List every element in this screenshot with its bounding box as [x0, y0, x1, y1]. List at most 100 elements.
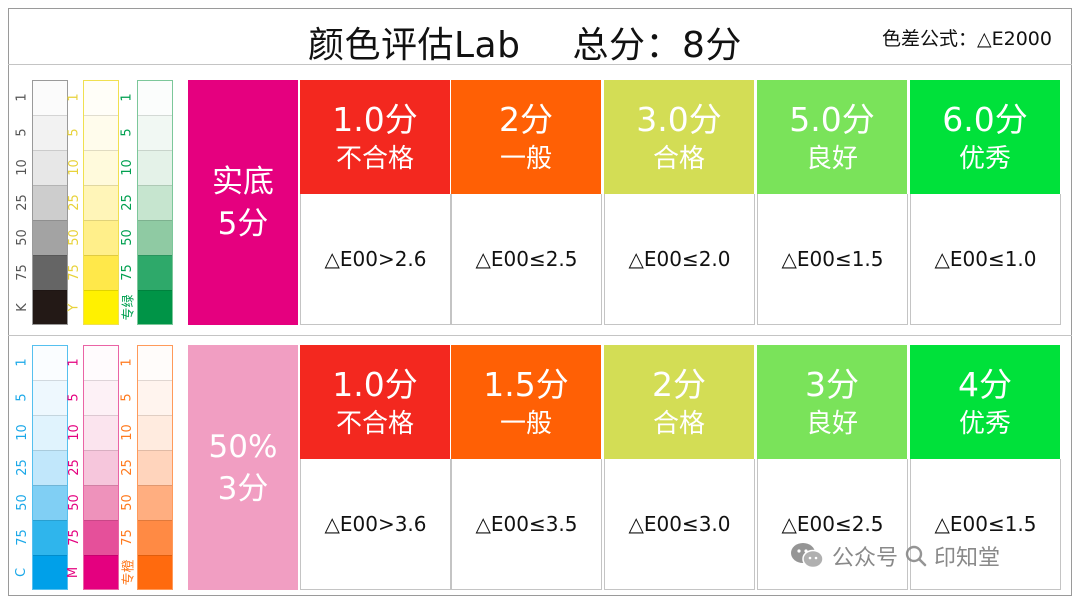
grade-level: 不合格	[335, 144, 414, 174]
grade-cell: 6.0分 优秀	[910, 80, 1061, 194]
swatch-label: 5	[64, 115, 84, 150]
swatch-label-text: 10	[119, 159, 135, 176]
section-label-text: 5分	[217, 205, 269, 242]
criterion-cell: △E00≤1.5	[910, 459, 1061, 590]
swatch-label-text: K	[14, 303, 30, 312]
swatch-label: 50	[64, 220, 84, 255]
swatch-label-text: Y	[66, 303, 82, 312]
swatch-label: 1	[64, 80, 84, 115]
swatch-label-text: 5	[119, 128, 135, 137]
swatch-label-text: 75	[66, 264, 82, 281]
swatch-label-text: 1	[119, 358, 135, 367]
swatch-label: 专绿	[117, 290, 137, 325]
swatch-label: 5	[117, 115, 137, 150]
swatch-patch	[137, 520, 173, 555]
section-divider	[8, 335, 1072, 336]
swatch-patch	[137, 345, 173, 380]
swatch-patch	[137, 380, 173, 415]
swatch-label: 50	[117, 485, 137, 520]
swatch-patch	[83, 290, 119, 325]
swatch-label: 5	[117, 380, 137, 415]
swatch-label: 10	[12, 415, 32, 450]
grade-cell: 3分良好	[757, 345, 908, 459]
swatch-patch	[32, 290, 68, 325]
swatch-label: 1	[117, 80, 137, 115]
grade-level: 不合格	[335, 409, 414, 439]
swatch-label-text: 50	[119, 494, 135, 511]
swatch-patch	[32, 520, 68, 555]
swatch-patch	[32, 220, 68, 255]
grade-score: 1.5分	[483, 365, 569, 404]
swatch-label: 1	[64, 345, 84, 380]
swatch-label: M	[64, 555, 84, 590]
swatch-label-text: 75	[14, 529, 30, 546]
swatch-label: 专橙	[117, 555, 137, 590]
watermark-name: 印知堂	[934, 546, 1001, 571]
swatch-label: 25	[64, 450, 84, 485]
swatch-label: 1	[117, 345, 137, 380]
swatch-label: 75	[117, 255, 137, 290]
grade-score: 3分	[805, 365, 859, 404]
swatch-label: 25	[12, 450, 32, 485]
header-divider	[8, 64, 1072, 65]
swatch-strip	[32, 80, 68, 325]
swatch-labels: 1 5 10 25 50 75 M	[64, 345, 84, 590]
swatch-patch	[137, 415, 173, 450]
swatch-patch	[137, 450, 173, 485]
swatch-label: Y	[64, 290, 84, 325]
swatch-label: 5	[12, 115, 32, 150]
swatch-label: 1	[12, 345, 32, 380]
grade-cell: 1.0分 不合格	[300, 345, 451, 459]
swatch-label: 25	[117, 185, 137, 220]
section-label: 50% 3分	[188, 345, 298, 590]
swatch-strip	[32, 345, 68, 590]
criterion-cell: △E00>3.6	[300, 459, 451, 590]
grade-level: 优秀	[958, 409, 1011, 439]
swatch-label: 75	[64, 520, 84, 555]
formula-note: 色差公式：△E2000	[882, 28, 1052, 50]
grade-level: 优秀	[958, 144, 1011, 174]
swatch-label: 50	[117, 220, 137, 255]
swatch-patch	[83, 380, 119, 415]
swatch-label-text: C	[14, 567, 30, 578]
swatch-label-text: 专橙	[121, 559, 137, 586]
swatch-patch	[83, 555, 119, 590]
swatch-label: 10	[117, 150, 137, 185]
swatch-label-text: 10	[119, 424, 135, 441]
swatch-labels: 1 5 10 25 50 75 专橙	[117, 345, 137, 590]
swatch-label: 75	[12, 255, 32, 290]
swatch-label-text: 25	[66, 459, 82, 476]
swatch-patch	[32, 380, 68, 415]
swatch-patch	[137, 255, 173, 290]
swatch-labels: 1 5 10 25 50 75 专绿	[117, 80, 137, 325]
swatch-patch	[137, 220, 173, 255]
swatch-label-text: 75	[66, 529, 82, 546]
section-label: 实底 5分	[188, 80, 298, 325]
criterion-cell: △E00≤1.5	[757, 194, 908, 325]
swatch-label: 10	[12, 150, 32, 185]
criterion-cell: △E00>2.6	[300, 194, 451, 325]
search-icon	[905, 545, 927, 567]
swatch-strip	[137, 80, 173, 325]
swatch-label-text: 5	[66, 393, 82, 402]
swatch-patch	[32, 345, 68, 380]
grade-cell: 1.0分不合格	[300, 80, 451, 194]
swatch-label-text: 1	[66, 358, 82, 367]
swatch-patch	[32, 450, 68, 485]
grade-level: 良好	[805, 409, 858, 439]
swatch-patch	[32, 150, 68, 185]
swatch-label: 10	[64, 415, 84, 450]
swatch-label-text: 10	[66, 424, 82, 441]
grade-cell: 4分 优秀	[910, 345, 1061, 459]
swatch-patch	[83, 450, 119, 485]
swatch-label-text: 75	[119, 529, 135, 546]
swatch-label: 75	[64, 255, 84, 290]
swatch-patch	[32, 485, 68, 520]
criterion-cell: △E00≤2.5	[451, 194, 602, 325]
swatch-strip	[137, 345, 173, 590]
swatch-patch	[83, 220, 119, 255]
swatch-patch	[83, 115, 119, 150]
swatch-label-text: 10	[66, 159, 82, 176]
grade-score: 1.0分	[332, 100, 418, 139]
grade-cell: 5.0分 良好	[757, 80, 908, 194]
